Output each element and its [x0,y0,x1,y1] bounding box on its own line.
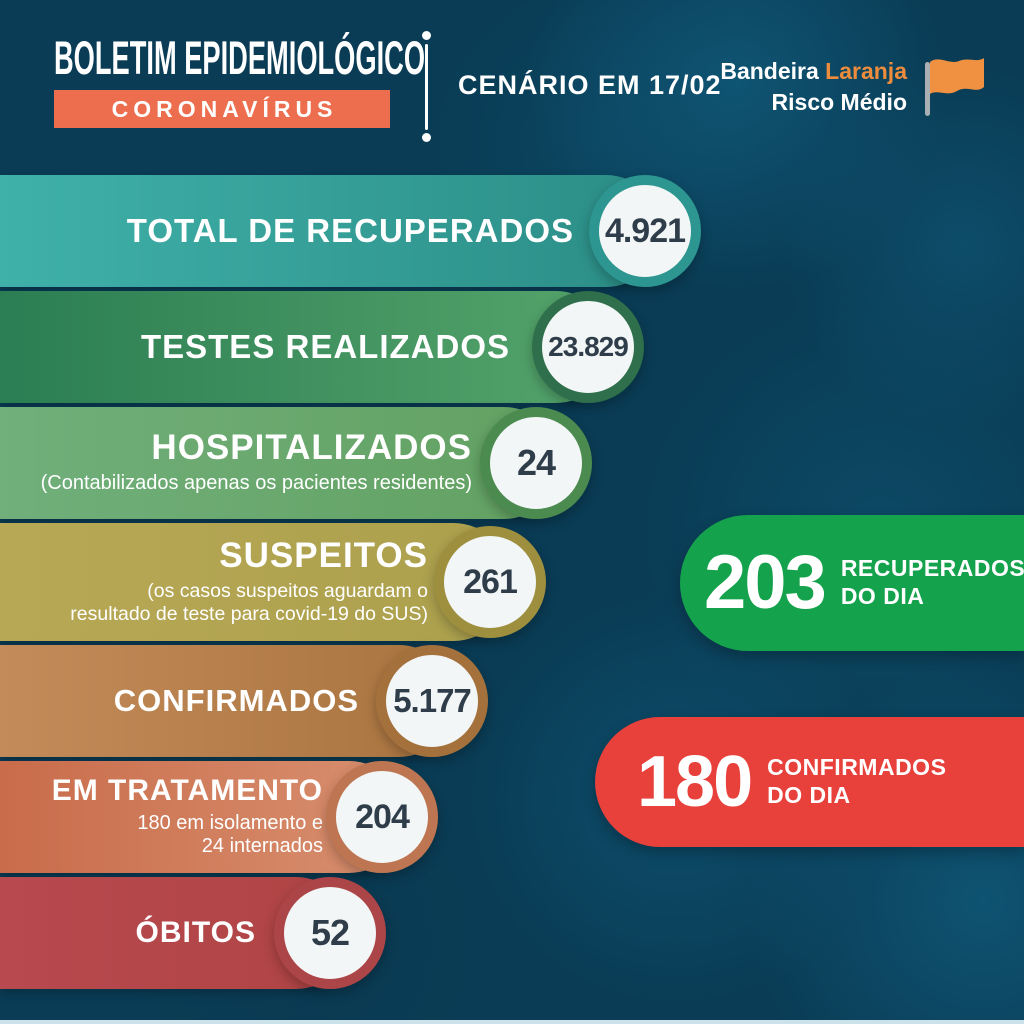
stat-value: 23.829 [548,331,629,362]
stat-value-badge: 4.921 [589,175,701,287]
risk-flag-block: Bandeira Laranja Risco Médio [720,54,986,120]
stat-bar-testes-realizados: TESTES REALIZADOS 23.829 [0,291,644,403]
recovered-today-label-line1: RECUPERADOS [840,555,1024,582]
risk-flag-text: Bandeira Laranja Risco Médio [720,56,907,118]
stat-value: 5.177 [393,682,472,719]
stat-label: CONFIRMADOS [113,682,359,718]
risk-word-bandeira: Bandeira [720,57,819,84]
confirmed-today-card: 180 CONFIRMADOS DO DIA [595,717,1024,847]
stat-value-badge: 52 [274,877,386,989]
stat-bar-text: HOSPITALIZADOS (Contabilizados apenas os… [0,407,560,519]
coronavirus-badge: CORONAVÍRUS [54,90,390,128]
stat-value: 4.921 [604,211,686,250]
stat-value: 204 [355,797,410,836]
stat-bar-hospitalizados: HOSPITALIZADOS (Contabilizados apenas os… [0,407,592,519]
recovered-today-value: 203 [704,540,827,625]
scenario-date: CENÁRIO EM 17/02 [458,70,722,100]
stat-label: TOTAL DE RECUPERADOS [126,211,574,249]
confirmed-today-label-line2: DO DIA [767,782,851,808]
stat-value-badge: 261 [434,526,546,638]
stat-sublabel-line1: (os casos suspeitos aguardam o [147,579,428,602]
recovered-today-card: 203 RECUPERADOS DO DIA [680,515,1024,651]
brand-block: BOLETIM EPIDEMIOLÓGICO CORONAVÍRUS [54,34,694,128]
stat-sublabel: (Contabilizados apenas os pacientes resi… [40,472,472,495]
stat-value: 24 [516,442,556,483]
risk-flag-line2: Risco Médio [771,89,907,115]
stat-label: SUSPEITOS [219,536,428,576]
confirmed-today-label: CONFIRMADOS DO DIA [767,754,946,809]
orange-flag-icon [925,58,984,116]
recovered-today-label-line2: DO DIA [840,583,925,609]
stat-bar-em-tratamento: EM TRATAMENTO 180 em isolamento e 24 int… [0,761,438,873]
page-title: BOLETIM EPIDEMIOLÓGICO [54,31,426,84]
header-divider-dot-bottom [422,133,431,142]
stat-bar-text: ÓBITOS [0,877,352,989]
header-divider-dot-top [422,31,431,40]
stat-sublabel-line2: resultado de teste para covid-19 do SUS) [70,602,428,625]
recovered-today-label: RECUPERADOS DO DIA [841,555,1024,610]
stat-bar-text: CONFIRMADOS [0,645,455,757]
risk-flag-line1: Bandeira Laranja [720,56,907,87]
stat-label: EM TRATAMENTO [51,774,323,808]
confirmed-today-label-line1: CONFIRMADOS [767,754,947,781]
stat-bar-text: SUSPEITOS (os casos suspeitos aguardam o… [0,523,512,641]
stat-label: TESTES REALIZADOS [140,327,510,365]
stat-bar-text: TOTAL DE RECUPERADOS [0,175,662,287]
stat-value-badge: 204 [326,761,438,873]
coronavirus-badge-label: CORONAVÍRUS [111,95,338,122]
stat-label: ÓBITOS [135,916,256,950]
stat-value-badge: 23.829 [532,291,644,403]
stat-label: HOSPITALIZADOS [151,428,472,468]
stat-value-badge: 5.177 [376,645,488,757]
stat-value: 52 [310,912,350,953]
stat-sublabel-line2: 24 internados [201,835,323,858]
footer-strip [0,1020,1024,1024]
stat-value-badge: 24 [480,407,592,519]
stat-bar-suspeitos: SUSPEITOS (os casos suspeitos aguardam o… [0,523,546,641]
stat-sublabel-line1: 180 em isolamento e [137,811,323,834]
stat-bar-confirmados: CONFIRMADOS 5.177 [0,645,488,757]
stat-bar-text: EM TRATAMENTO 180 em isolamento e 24 int… [0,761,405,873]
stat-value: 261 [463,562,518,601]
stat-bar-total-recuperados: TOTAL DE RECUPERADOS 4.921 [0,175,701,287]
stat-bar-obitos: ÓBITOS 52 [0,877,386,989]
header-divider [425,44,428,130]
stat-bar-text: TESTES REALIZADOS [0,291,612,403]
confirmed-today-value: 180 [637,742,753,822]
risk-word-laranja: Laranja [825,57,907,84]
